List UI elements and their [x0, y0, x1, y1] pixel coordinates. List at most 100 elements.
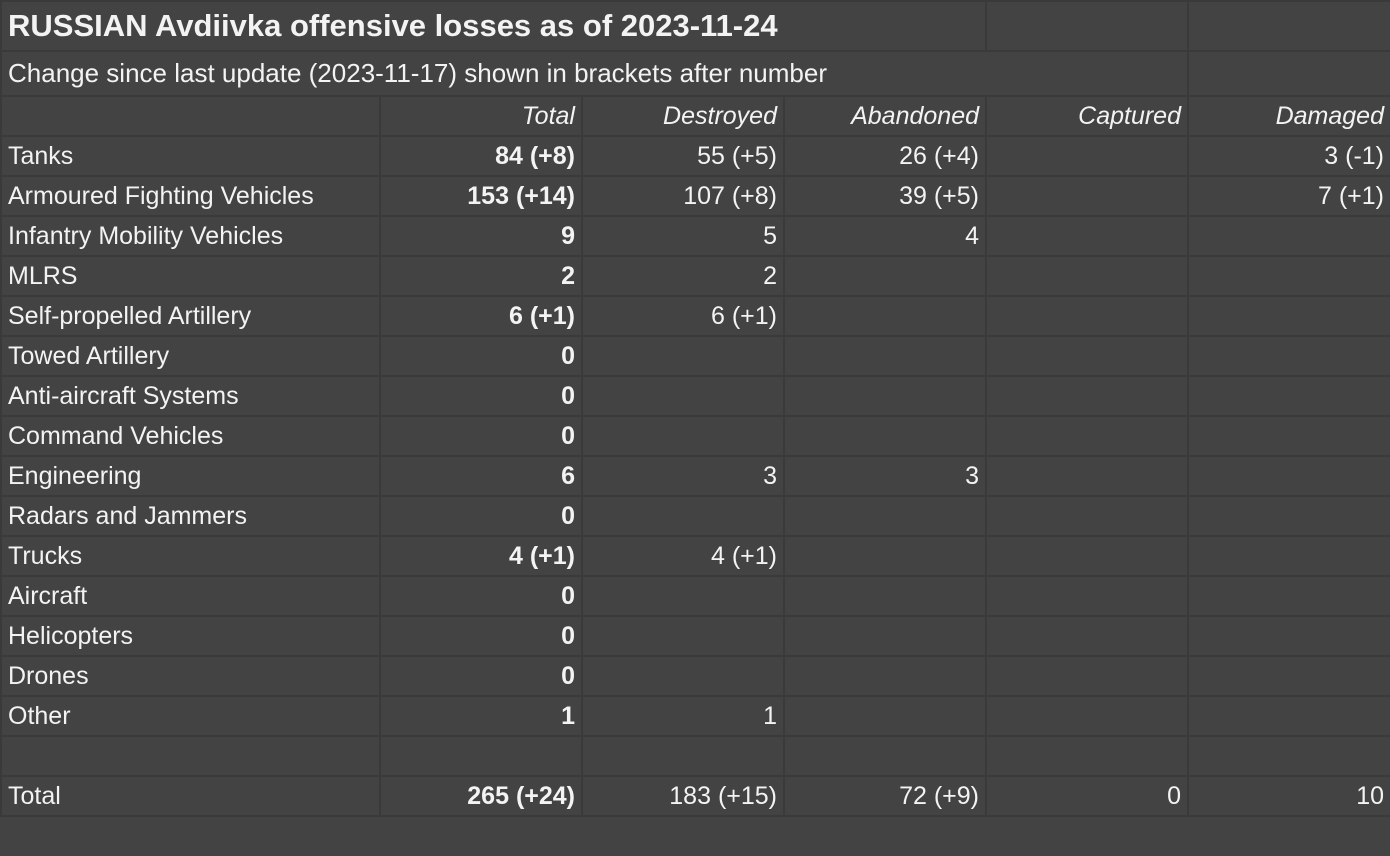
cell-abandoned[interactable]: [783, 695, 987, 737]
cell-captured[interactable]: [985, 615, 1189, 657]
cell-damaged[interactable]: [1187, 215, 1390, 257]
cell-captured[interactable]: [985, 295, 1189, 337]
cell-captured[interactable]: [985, 695, 1189, 737]
cell-category[interactable]: Armoured Fighting Vehicles: [0, 175, 381, 217]
cell-captured[interactable]: [985, 495, 1189, 537]
cell-category[interactable]: Anti-aircraft Systems: [0, 375, 381, 417]
cell-damaged[interactable]: [1187, 695, 1390, 737]
cell-category[interactable]: Tanks: [0, 135, 381, 177]
cell-damaged[interactable]: [1187, 455, 1390, 497]
header-cell-destroyed[interactable]: Destroyed: [581, 95, 785, 137]
cell-category[interactable]: MLRS: [0, 255, 381, 297]
cell-abandoned[interactable]: [783, 655, 987, 697]
header-cell-captured[interactable]: Captured: [985, 95, 1189, 137]
cell-captured[interactable]: [985, 535, 1189, 577]
cell-destroyed[interactable]: [581, 735, 785, 777]
cell-abandoned[interactable]: [783, 535, 987, 577]
cell-destroyed[interactable]: 6 (+1): [581, 295, 785, 337]
cell-category[interactable]: Command Vehicles: [0, 415, 381, 457]
header-cell-abandoned[interactable]: Abandoned: [783, 95, 987, 137]
cell-total[interactable]: 0: [379, 335, 583, 377]
cell-destroyed[interactable]: [581, 615, 785, 657]
cell-damaged[interactable]: [1187, 415, 1390, 457]
cell-total[interactable]: 265 (+24): [379, 775, 583, 817]
cell-abandoned[interactable]: [783, 295, 987, 337]
cell-total[interactable]: 1: [379, 695, 583, 737]
cell-category[interactable]: Total: [0, 775, 381, 817]
cell-captured[interactable]: [985, 255, 1189, 297]
cell-total[interactable]: 9: [379, 215, 583, 257]
cell-abandoned[interactable]: 4: [783, 215, 987, 257]
cell-captured[interactable]: [985, 375, 1189, 417]
cell-abandoned[interactable]: 39 (+5): [783, 175, 987, 217]
cell-abandoned[interactable]: 3: [783, 455, 987, 497]
cell-destroyed[interactable]: [581, 335, 785, 377]
cell-total[interactable]: 0: [379, 655, 583, 697]
cell-abandoned[interactable]: [783, 495, 987, 537]
cell-destroyed[interactable]: 183 (+15): [581, 775, 785, 817]
cell-damaged[interactable]: [1187, 735, 1390, 777]
cell-category[interactable]: Trucks: [0, 535, 381, 577]
cell-damaged[interactable]: [1187, 535, 1390, 577]
cell-captured[interactable]: [985, 415, 1189, 457]
cell-abandoned[interactable]: [783, 335, 987, 377]
cell-total[interactable]: 4 (+1): [379, 535, 583, 577]
cell-damaged[interactable]: [1187, 255, 1390, 297]
cell-destroyed[interactable]: [581, 495, 785, 537]
header-cell-damaged[interactable]: Damaged: [1187, 95, 1390, 137]
cell-category[interactable]: Towed Artillery: [0, 335, 381, 377]
cell-total[interactable]: 0: [379, 495, 583, 537]
cell-destroyed[interactable]: 4 (+1): [581, 535, 785, 577]
header-cell-total[interactable]: Total: [379, 95, 583, 137]
cell-damaged[interactable]: [1187, 615, 1390, 657]
cell-captured[interactable]: [985, 655, 1189, 697]
cell-category[interactable]: Other: [0, 695, 381, 737]
cell-captured[interactable]: [985, 335, 1189, 377]
cell-captured[interactable]: [985, 575, 1189, 617]
cell-total[interactable]: 6: [379, 455, 583, 497]
cell-damaged[interactable]: 3 (-1): [1187, 135, 1390, 177]
cell-total[interactable]: 2: [379, 255, 583, 297]
cell-category[interactable]: Radars and Jammers: [0, 495, 381, 537]
cell-destroyed[interactable]: 5: [581, 215, 785, 257]
cell-destroyed[interactable]: [581, 375, 785, 417]
cell-damaged[interactable]: [1187, 495, 1390, 537]
cell-destroyed[interactable]: 55 (+5): [581, 135, 785, 177]
cell-captured[interactable]: [985, 735, 1189, 777]
cell-total[interactable]: 6 (+1): [379, 295, 583, 337]
cell-damaged[interactable]: [1187, 375, 1390, 417]
cell-category[interactable]: Helicopters: [0, 615, 381, 657]
cell-captured[interactable]: [985, 135, 1189, 177]
cell-destroyed[interactable]: 1: [581, 695, 785, 737]
cell-abandoned[interactable]: [783, 615, 987, 657]
cell-total[interactable]: [379, 735, 583, 777]
cell-category[interactable]: Infantry Mobility Vehicles: [0, 215, 381, 257]
cell-total[interactable]: 0: [379, 375, 583, 417]
cell-destroyed[interactable]: 3: [581, 455, 785, 497]
cell-destroyed[interactable]: [581, 655, 785, 697]
cell-total[interactable]: 0: [379, 415, 583, 457]
cell-category[interactable]: Engineering: [0, 455, 381, 497]
cell-damaged[interactable]: 10: [1187, 775, 1390, 817]
sheet-subtitle[interactable]: Change since last update (2023-11-17) sh…: [0, 50, 1189, 97]
cell-damaged[interactable]: [1187, 295, 1390, 337]
cell-category[interactable]: Aircraft: [0, 575, 381, 617]
cell-captured[interactable]: [985, 455, 1189, 497]
cell-abandoned[interactable]: [783, 735, 987, 777]
cell-abandoned[interactable]: [783, 375, 987, 417]
cell-captured[interactable]: 0: [985, 775, 1189, 817]
cell-total[interactable]: 0: [379, 575, 583, 617]
cell-destroyed[interactable]: [581, 415, 785, 457]
cell-abandoned[interactable]: 72 (+9): [783, 775, 987, 817]
cell-captured[interactable]: [985, 175, 1189, 217]
cell-total[interactable]: 153 (+14): [379, 175, 583, 217]
cell-total[interactable]: 84 (+8): [379, 135, 583, 177]
cell-damaged[interactable]: [1187, 335, 1390, 377]
cell-damaged[interactable]: [1187, 575, 1390, 617]
cell-destroyed[interactable]: 107 (+8): [581, 175, 785, 217]
cell-category[interactable]: Drones: [0, 655, 381, 697]
cell-category[interactable]: Self-propelled Artillery: [0, 295, 381, 337]
cell-category[interactable]: [0, 735, 381, 777]
header-cell-category[interactable]: [0, 95, 381, 137]
empty-cell[interactable]: [1187, 50, 1390, 97]
